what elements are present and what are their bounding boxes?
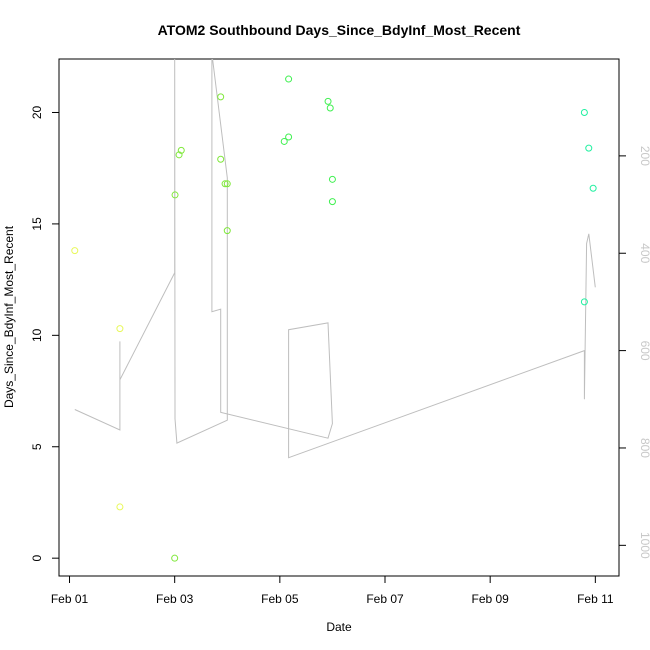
- x-tick-label: Feb 11: [577, 592, 614, 606]
- data-point: [328, 175, 336, 183]
- y-tick-label: 10: [30, 328, 44, 342]
- x-tick-label: Feb 05: [261, 592, 299, 606]
- plot-frame: [58, 58, 620, 577]
- data-point: [585, 144, 593, 152]
- right-tick-label: 1000: [638, 532, 650, 559]
- data-point: [280, 137, 288, 145]
- data-point: [221, 180, 229, 188]
- y-tick-label: 15: [30, 217, 44, 231]
- data-point: [580, 108, 588, 116]
- y-axis: 0 5 10 15 20: [30, 105, 60, 562]
- y-tick-label: 20: [30, 105, 44, 119]
- right-tick-label: 200: [638, 146, 650, 166]
- data-point: [177, 146, 185, 154]
- x-tick-label: Feb 03: [156, 592, 194, 606]
- x-axis: Feb 01 Feb 03 Feb 05 Feb 07 Feb 09 Feb 11: [51, 575, 614, 606]
- chart-title: ATOM2 Southbound Days_Since_BdyInf_Most_…: [158, 22, 521, 38]
- data-point: [217, 155, 225, 163]
- right-tick-label: 800: [638, 438, 650, 458]
- x-axis-title: Date: [326, 620, 352, 634]
- data-point: [326, 104, 334, 112]
- x-tick-label: Feb 09: [471, 592, 509, 606]
- data-point: [285, 75, 293, 83]
- x-tick-label: Feb 07: [366, 592, 404, 606]
- data-point: [171, 191, 179, 199]
- data-point: [285, 133, 293, 141]
- data-point: [223, 227, 231, 235]
- x-tick-label: Feb 01: [51, 592, 89, 606]
- data-point: [223, 180, 231, 188]
- secondary-line-layer: [74, 59, 596, 459]
- right-axis: 200 400 600 800 1000: [618, 146, 650, 559]
- data-point: [116, 325, 124, 333]
- series-line: [74, 59, 596, 459]
- y-axis-title: Days_Since_BdyInf_Most_Recent: [2, 225, 16, 408]
- data-point: [71, 247, 79, 255]
- data-point: [328, 198, 336, 206]
- data-point: [589, 184, 597, 192]
- y-tick-label: 0: [30, 555, 44, 562]
- data-point: [580, 298, 588, 306]
- data-point: [171, 554, 179, 562]
- data-point: [324, 97, 332, 105]
- points-layer: [71, 75, 597, 562]
- data-point: [217, 93, 225, 101]
- y-tick-label: 5: [30, 443, 44, 450]
- right-tick-label: 400: [638, 243, 650, 263]
- right-tick-label: 600: [638, 341, 650, 361]
- data-point: [116, 503, 124, 511]
